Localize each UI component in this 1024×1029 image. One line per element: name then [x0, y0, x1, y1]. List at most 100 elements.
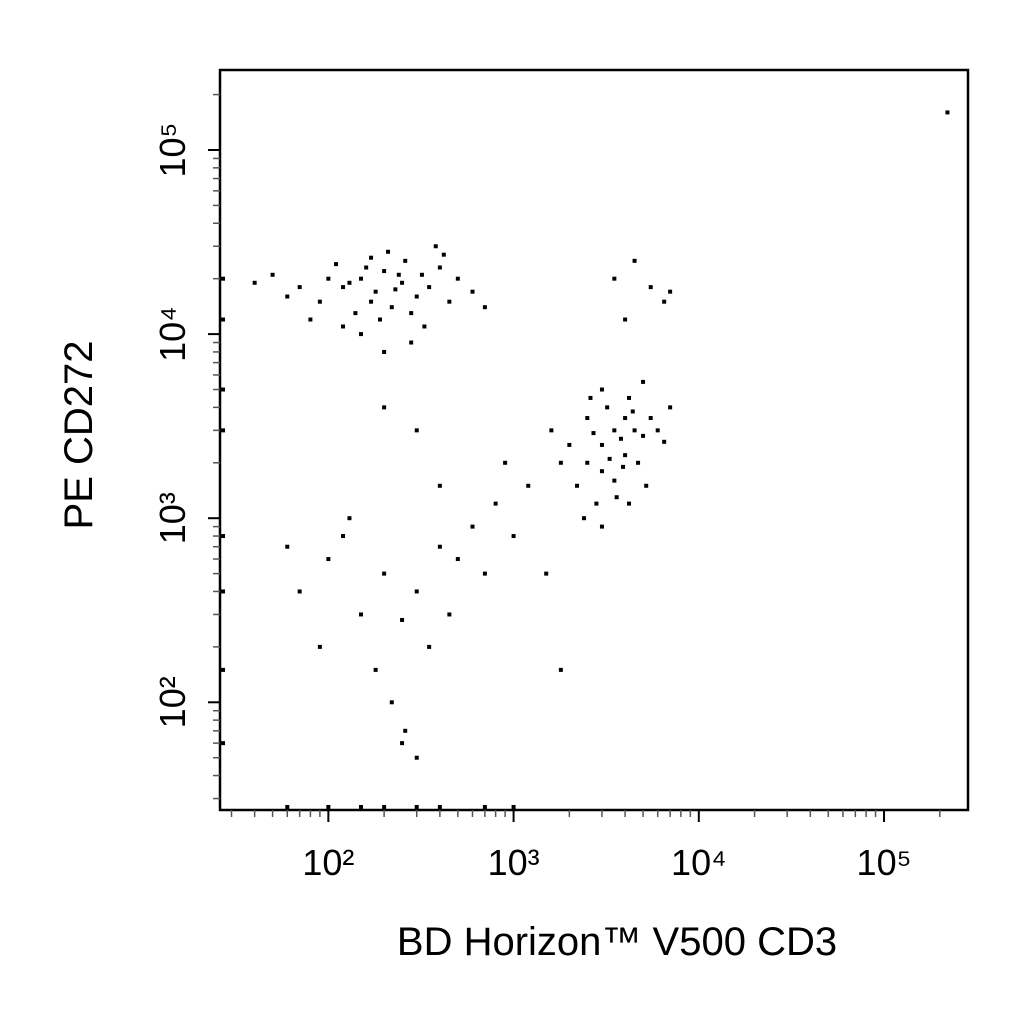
point [414, 755, 419, 760]
point [389, 305, 394, 310]
point [575, 483, 580, 488]
point [409, 311, 414, 316]
point [400, 741, 405, 746]
point [447, 299, 452, 304]
point [655, 428, 660, 433]
x-axis-label: BD Horizon™ V500 CD3 [397, 920, 837, 964]
point [347, 280, 352, 285]
point [422, 324, 427, 329]
point [623, 416, 628, 421]
point [493, 501, 498, 506]
x-tick-label: 10⁴ [671, 842, 727, 883]
point [599, 469, 604, 474]
point [297, 285, 302, 290]
point [270, 272, 275, 277]
point [623, 317, 628, 322]
point [221, 387, 226, 392]
point [221, 276, 226, 281]
point [334, 262, 339, 267]
point [662, 439, 667, 444]
point [393, 287, 398, 292]
point [221, 428, 226, 433]
point [382, 269, 387, 274]
point [558, 460, 563, 465]
point [614, 495, 619, 500]
point [585, 416, 590, 421]
point [612, 428, 617, 433]
point [221, 317, 226, 322]
point [221, 534, 226, 539]
point [599, 524, 604, 529]
point [364, 265, 369, 270]
point [588, 395, 593, 400]
point [470, 289, 475, 294]
point [482, 804, 487, 809]
point [382, 349, 387, 354]
point [441, 252, 446, 257]
point [644, 483, 649, 488]
point [373, 289, 378, 294]
point [482, 305, 487, 310]
point [427, 644, 432, 649]
point [503, 460, 508, 465]
point [403, 728, 408, 733]
point [358, 332, 363, 337]
point [511, 804, 516, 809]
point [627, 501, 632, 506]
y-tick-label: 10² [152, 676, 193, 728]
point [585, 460, 590, 465]
point [358, 276, 363, 281]
point [427, 285, 432, 290]
point [630, 409, 635, 414]
point [341, 324, 346, 329]
point [382, 804, 387, 809]
point [648, 416, 653, 421]
point [526, 483, 531, 488]
point [668, 405, 673, 410]
point [594, 501, 599, 506]
point [317, 299, 322, 304]
point [326, 557, 331, 562]
point [648, 285, 653, 290]
point [482, 571, 487, 576]
point [252, 280, 257, 285]
point [549, 428, 554, 433]
point [317, 644, 322, 649]
point [437, 804, 442, 809]
point [353, 311, 358, 316]
point [945, 110, 950, 115]
point [403, 258, 408, 263]
point [632, 428, 637, 433]
point [447, 612, 452, 617]
point [221, 741, 226, 746]
x-tick-label: 10² [302, 842, 354, 883]
point [455, 276, 460, 281]
point [414, 804, 419, 809]
point [341, 534, 346, 539]
point [470, 524, 475, 529]
point [623, 453, 628, 458]
plot-frame [218, 68, 970, 812]
point [369, 255, 374, 260]
point [627, 395, 632, 400]
point [347, 516, 352, 521]
point [605, 405, 610, 410]
point [419, 272, 424, 277]
point [599, 442, 604, 447]
point [621, 464, 626, 469]
point [297, 589, 302, 594]
point [582, 516, 587, 521]
point [308, 317, 313, 322]
y-tick-label: 10⁵ [152, 123, 193, 178]
point [341, 285, 346, 290]
point [358, 612, 363, 617]
point [285, 294, 290, 299]
point [636, 460, 641, 465]
point [414, 428, 419, 433]
point [591, 431, 596, 436]
point [544, 571, 549, 576]
point [599, 387, 604, 392]
point [414, 589, 419, 594]
point [326, 804, 331, 809]
